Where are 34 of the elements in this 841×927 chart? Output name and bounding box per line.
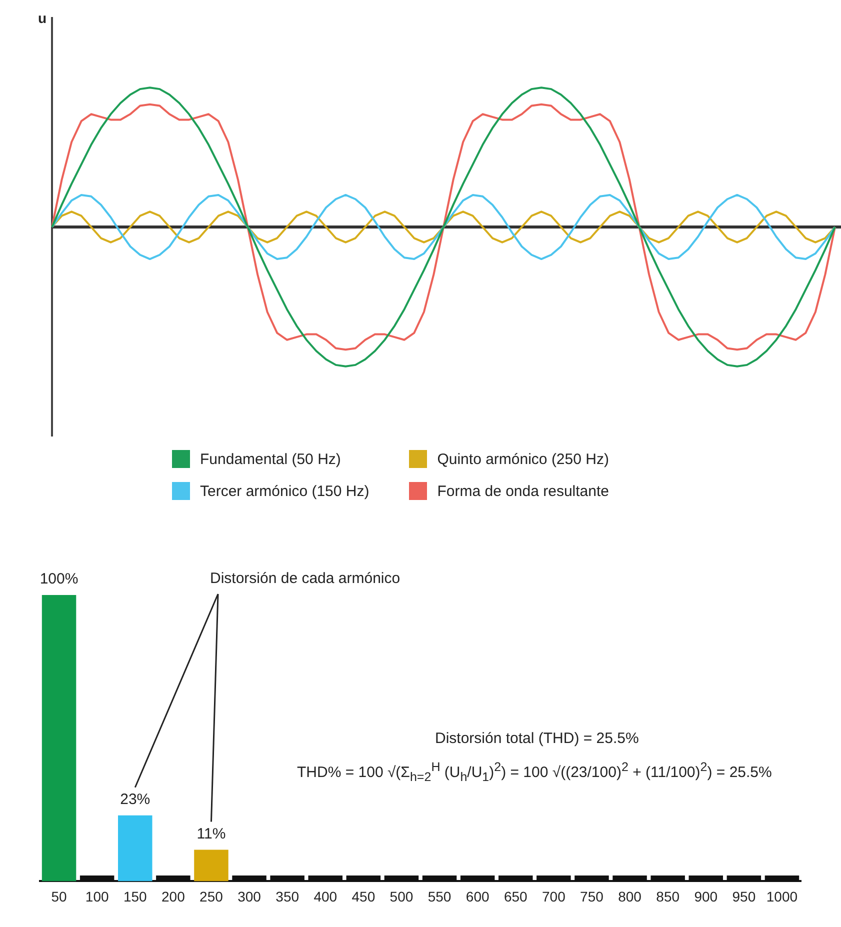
x-tick-label: 550 [428,888,452,904]
x-tick-label: 800 [618,888,642,904]
x-tick-label: 400 [314,888,338,904]
legend-label: Quinto armónico (250 Hz) [437,450,609,468]
x-tick-label: 300 [238,888,262,904]
bar [118,815,152,882]
x-tick-label: 600 [466,888,490,904]
x-tick-label: 50 [51,888,68,904]
x-tick-label: 750 [580,888,604,904]
x-tick-label: 250 [200,888,224,904]
y-axis-title: u [38,10,47,26]
bar [42,595,76,882]
x-tick-label: 500 [390,888,414,904]
legend-label: Forma de onda resultante [437,482,609,500]
annotation: Distorsión total (THD) = 25.5% [435,730,639,747]
x-tick-label: 900 [694,888,718,904]
legend-label: Fundamental (50 Hz) [200,450,341,468]
bar [194,850,228,882]
x-tick-label: 450 [352,888,376,904]
x-tick-label: 1000 [766,888,798,904]
text: Distorsión de cada armónico [210,570,400,587]
x-tick-label: 650 [504,888,528,904]
data-label: 11% [196,825,226,842]
x-tick-label: 200 [161,888,186,904]
legend-label: Tercer armónico (150 Hz) [200,482,370,500]
data-label: 100% [40,570,78,588]
x-tick-label: 700 [542,888,566,904]
x-tick-label: 150 [123,888,148,904]
x-tick-label: 100 [85,888,109,904]
x-tick-label: 350 [276,888,300,904]
text: THD% = 100 √(Σ$_{h=2}$$^{H}$ (U$_{h}$/U$_{1}$)$^{2}$) = 100 √((23/100)$^{2}$ + (11/100)$^{2}$) = 25.5% [297,760,772,784]
x-tick-label: 950 [732,888,756,904]
data-label: 23% [120,791,150,808]
x-tick-label: 850 [656,888,680,904]
